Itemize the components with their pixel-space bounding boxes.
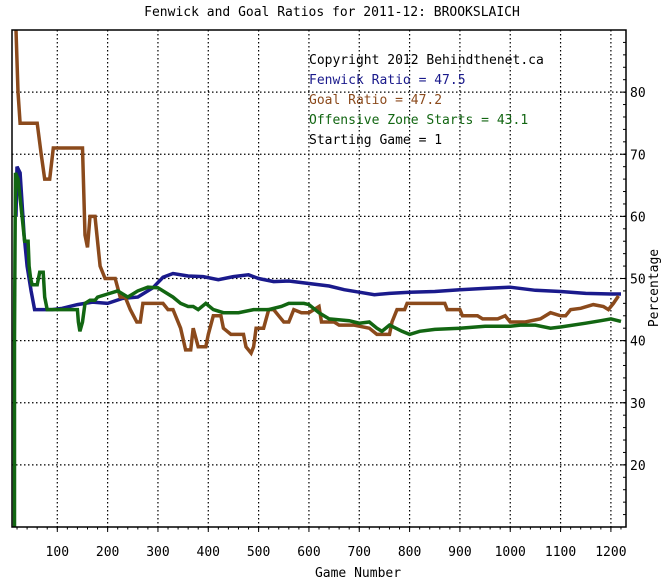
x-tick-label: 700 — [348, 545, 371, 560]
series-line-offensive-zone-starts — [12, 172, 622, 527]
x-tick-label: 1000 — [495, 545, 526, 560]
plot-frame — [11, 29, 627, 528]
y-tick-label: 60 — [630, 210, 646, 225]
y-tick-label: 40 — [630, 335, 646, 350]
x-axis-label: Game Number — [315, 566, 401, 580]
x-axis-ticks: 100 200 300 400 500 600 700 800 900 1000 1100 1200 — [16, 527, 627, 560]
x-tick-label: 100 — [46, 545, 69, 560]
annotation-line: Offensive Zone Starts = 43.1 — [309, 113, 528, 128]
y-tick-label: 70 — [630, 148, 646, 163]
chart-annotations: Copyright 2012 Behindthenet.ca Fenwick Ra… — [309, 53, 544, 148]
y-tick-label: 80 — [630, 86, 646, 101]
x-tick-label: 400 — [197, 545, 220, 560]
x-tick-label: 600 — [297, 545, 320, 560]
annotation-line: Goal Ratio = 47.2 — [309, 93, 442, 108]
annotation-line: Copyright 2012 Behindthenet.ca — [309, 53, 544, 68]
y-tick-label: 20 — [630, 459, 646, 474]
series-line-goal-ratio — [14, 29, 620, 357]
y-axis-ticks: 20 30 40 50 60 70 80 — [620, 41, 646, 516]
series-lines — [12, 29, 622, 527]
x-tick-label: 1100 — [545, 545, 576, 560]
x-tick-label: 300 — [146, 545, 169, 560]
annotation-line: Fenwick Ratio = 47.5 — [309, 73, 466, 88]
x-tick-label: 200 — [96, 545, 119, 560]
y-axis-label: Percentage — [647, 249, 662, 327]
x-tick-label: 1200 — [595, 545, 626, 560]
x-tick-label: 900 — [448, 545, 471, 560]
x-tick-label: 500 — [247, 545, 270, 560]
x-tick-label: 800 — [398, 545, 421, 560]
y-tick-label: 50 — [630, 273, 646, 288]
series-line-fenwick-ratio — [14, 165, 621, 312]
chart-title: Fenwick and Goal Ratios for 2011-12: BRO… — [144, 5, 520, 20]
y-tick-label: 30 — [630, 397, 646, 412]
annotation-line: Starting Game = 1 — [309, 133, 442, 148]
